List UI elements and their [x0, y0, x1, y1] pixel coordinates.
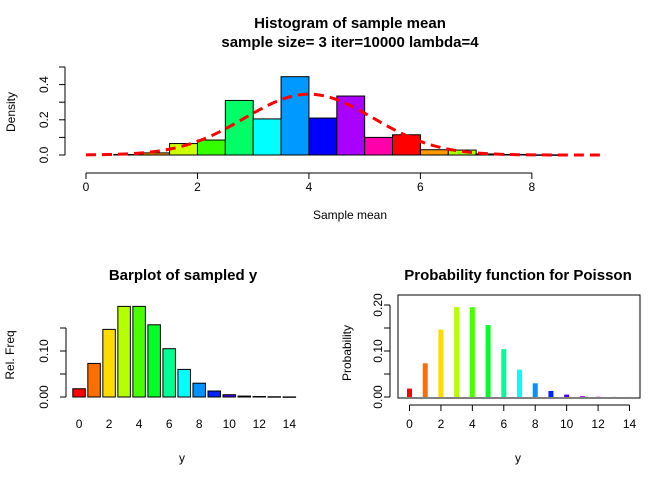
barplot-x-axis: 0 2 4 6 8 10 12 14	[76, 417, 297, 431]
barplot-bars	[72, 305, 297, 398]
poisson-plot-box	[397, 294, 641, 399]
barplot-bar	[162, 348, 176, 398]
histogram-subtitle: sample size= 3 iter=10000 lambda=4	[221, 34, 479, 51]
barplot-bar	[192, 382, 206, 398]
barplot-bar	[222, 394, 236, 398]
histogram-bar	[392, 134, 421, 156]
barplot-x-tick-label: 14	[283, 417, 297, 431]
histogram-title: Histogram of sample mean	[254, 15, 446, 32]
poisson-x-tick-label: 10	[560, 417, 574, 431]
barplot-bar	[132, 305, 146, 398]
barplot-x-tick-label: 0	[76, 417, 83, 431]
poisson-x-tick-label: 0	[406, 417, 413, 431]
barplot-x-tick-label: 12	[253, 417, 267, 431]
barplot-bar	[117, 305, 131, 398]
poisson-x-tick-label: 14	[623, 417, 637, 431]
barplot-y-tick-label: 0.00	[37, 385, 51, 409]
poisson-x-tick-label: 8	[532, 417, 539, 431]
barplot-bar	[87, 362, 101, 398]
barplot-x-tick-label: 6	[166, 417, 173, 431]
histogram-x-label: Sample mean	[313, 208, 387, 222]
poisson-x-label: y	[515, 451, 521, 465]
histogram-bar	[196, 139, 226, 156]
poisson-bars	[407, 307, 632, 397]
histogram-x-tick-label: 6	[417, 180, 424, 194]
histogram-panel: Histogram of sample mean sample size= 3 …	[4, 15, 606, 222]
histogram-bar	[419, 149, 449, 156]
histogram-x-axis: 0 2 4 6 8	[83, 172, 536, 194]
barplot-bar	[177, 368, 191, 398]
poisson-x-tick-label: 6	[500, 417, 507, 431]
histogram-bar	[308, 117, 338, 156]
barplot-x-label: y	[179, 451, 185, 465]
poisson-y-axis: 0.00 0.10 0.20	[371, 293, 391, 409]
poisson-x-tick-label: 12	[591, 417, 605, 431]
poisson-y-label: Probability	[340, 325, 354, 381]
histogram-y-tick-label: 0.2	[37, 111, 51, 128]
barplot-panel: Barplot of sampled y 0 2 4 6 8 10 12 14 0.00 0.1…	[3, 267, 296, 465]
poisson-x-tick-label: 2	[438, 417, 445, 431]
barplot-y-axis: 0.00 0.10	[37, 327, 67, 409]
histogram-x-tick-label: 2	[194, 180, 201, 194]
histogram-x-tick-label: 8	[529, 180, 536, 194]
histogram-x-tick-label: 0	[83, 180, 90, 194]
poisson-x-axis: 0 2 4 6 8 10 12 14	[406, 404, 637, 431]
barplot-y-label: Rel. Freq	[3, 330, 17, 379]
histogram-y-tick-label: 0.4	[37, 76, 51, 93]
barplot-x-tick-label: 8	[196, 417, 203, 431]
histogram-y-tick-label: 0.0	[37, 146, 51, 163]
histogram-bar	[280, 76, 310, 156]
histogram-y-label: Density	[4, 92, 18, 132]
barplot-bar	[237, 395, 252, 398]
barplot-title: Barplot of sampled y	[109, 267, 258, 284]
poisson-y-tick-label: 0.20	[371, 293, 385, 317]
barplot-y-tick-label: 0.10	[37, 339, 51, 363]
histogram-bar	[364, 136, 394, 156]
poisson-y-tick-label: 0.10	[371, 339, 385, 363]
poisson-title: Probability function for Poisson	[404, 267, 632, 284]
histogram-y-axis: 0.0 0.2 0.4	[37, 66, 66, 163]
barplot-x-tick-label: 4	[136, 417, 143, 431]
histogram-bar	[252, 118, 282, 156]
barplot-bar	[207, 390, 221, 398]
poisson-y-tick-label: 0.00	[371, 385, 385, 409]
histogram-x-tick-label: 4	[306, 180, 313, 194]
barplot-bar	[72, 388, 86, 398]
barplot-bar	[147, 324, 161, 398]
poisson-x-tick-label: 4	[469, 417, 476, 431]
poisson-panel: Probability function for Poisson 0 2 4 6 8 10…	[340, 267, 641, 465]
density-curve	[85, 92, 606, 157]
barplot-x-tick-label: 10	[223, 417, 237, 431]
histogram-bars	[113, 76, 561, 156]
barplot-x-tick-label: 2	[106, 417, 113, 431]
barplot-bar	[102, 328, 116, 398]
